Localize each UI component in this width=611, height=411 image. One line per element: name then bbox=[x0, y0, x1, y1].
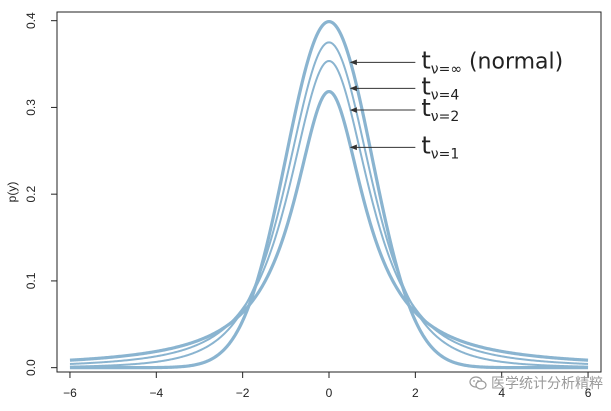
watermark: 医学统计分析精粹 bbox=[469, 373, 603, 393]
x-tick-label: 0 bbox=[326, 386, 333, 400]
y-axis-label: p(y) bbox=[5, 182, 19, 203]
series-line-df-2 bbox=[69, 59, 589, 365]
x-tick-label: −2 bbox=[236, 386, 250, 400]
series-line-df-4 bbox=[69, 41, 589, 368]
series-label: tν=∞ (normal) bbox=[421, 46, 563, 77]
watermark-text: 医学统计分析精粹 bbox=[491, 376, 603, 392]
x-tick-label: 6 bbox=[585, 386, 592, 400]
series-label: tν=4 bbox=[421, 72, 459, 103]
y-tick-label: 0.0 bbox=[24, 359, 38, 376]
y-tick-label: 0.4 bbox=[24, 12, 38, 29]
x-tick-label: 2 bbox=[412, 386, 419, 400]
wechat-icon bbox=[469, 376, 487, 390]
x-tick-label: −6 bbox=[63, 386, 77, 400]
series-line-df-1 bbox=[69, 89, 589, 362]
y-tick-label: 0.1 bbox=[24, 272, 38, 289]
series-line-df-inf bbox=[69, 19, 589, 370]
y-tick-label: 0.3 bbox=[24, 99, 38, 116]
x-tick-label: −4 bbox=[149, 386, 163, 400]
y-tick-label: 0.2 bbox=[24, 186, 38, 203]
series-label: tν=1 bbox=[421, 131, 459, 162]
series-label: tν=2 bbox=[421, 94, 459, 125]
x-tick-label: 4 bbox=[498, 386, 505, 400]
